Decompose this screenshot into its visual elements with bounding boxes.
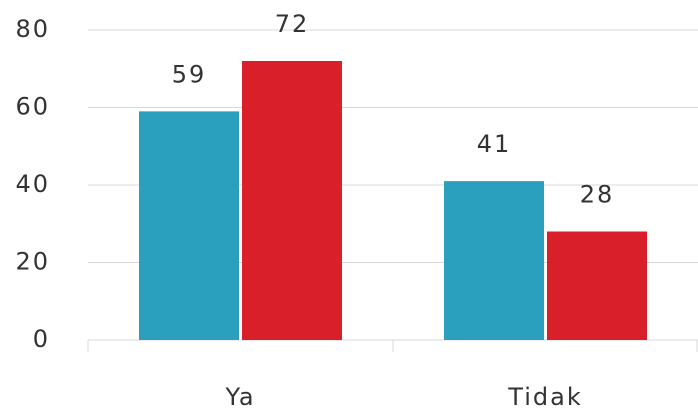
y-tick-label: 20 [15, 248, 50, 276]
x-tick-label: Tidak [507, 383, 582, 411]
x-tick-label: Ya [224, 383, 255, 411]
y-tick-label: 0 [33, 325, 50, 353]
y-tick-label: 80 [15, 15, 50, 43]
y-tick-label: 60 [15, 93, 50, 121]
data-label: 41 [477, 130, 512, 158]
y-tick-label: 40 [15, 170, 50, 198]
bar [139, 111, 239, 340]
data-label: 59 [172, 60, 207, 88]
data-label: 72 [275, 10, 310, 38]
data-label: 28 [580, 181, 615, 209]
bar [547, 231, 647, 340]
bar [242, 61, 342, 340]
bar [444, 181, 544, 340]
